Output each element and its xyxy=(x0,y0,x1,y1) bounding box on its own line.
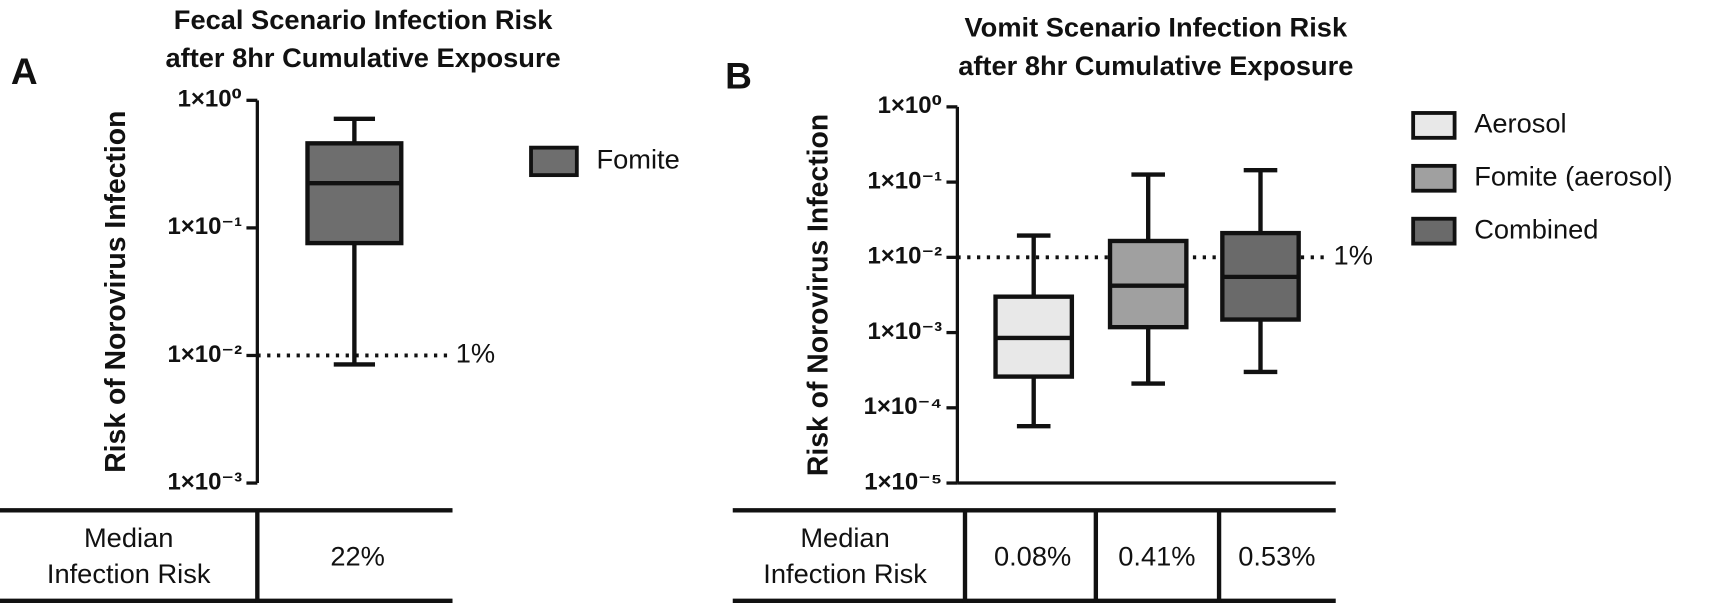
table-cell: 0.41% xyxy=(1118,540,1195,571)
chart-title: after 8hr Cumulative Exposure xyxy=(165,42,560,73)
legend-swatch xyxy=(1411,216,1457,246)
chart-title: after 8hr Cumulative Exposure xyxy=(958,50,1353,81)
y-tick-label: 1×10⁻¹ xyxy=(167,213,242,240)
chart-title: Fecal Scenario Infection Risk xyxy=(174,4,553,35)
legend-label: Fomite xyxy=(596,144,679,175)
panel-label: B xyxy=(725,54,752,96)
reference-label: 1% xyxy=(1334,240,1373,271)
panel-label: A xyxy=(11,50,38,92)
chart-title: Vomit Scenario Infection Risk xyxy=(965,12,1348,43)
table-row-label: Median xyxy=(800,522,889,553)
y-tick-label: 1×10⁰ xyxy=(878,92,943,119)
legend-label: Fomite (aerosol) xyxy=(1474,160,1672,191)
table-cell: 0.08% xyxy=(994,540,1071,571)
y-tick-label: 1×10⁻² xyxy=(167,341,242,368)
y-tick-label: 1×10⁻³ xyxy=(167,468,242,495)
legend-label: Combined xyxy=(1474,213,1598,244)
y-axis-label: Risk of Norovirus Infection xyxy=(100,111,132,473)
y-tick-label: 1×10⁻³ xyxy=(867,318,942,345)
figure-body: A Fecal Scenario Infection Risk after 8hr … xyxy=(0,4,1673,603)
y-tick-label: 1×10⁻² xyxy=(867,243,942,270)
y-axis-label: Risk of Norovirus Infection xyxy=(802,114,834,476)
legend-swatch xyxy=(529,145,579,178)
y-tick-label: 1×10⁰ xyxy=(178,86,243,113)
legend-swatch xyxy=(1411,111,1457,140)
y-tick-label: 1×10⁻¹ xyxy=(867,167,942,194)
legend-label: Aerosol xyxy=(1474,108,1566,139)
box xyxy=(305,141,404,246)
table-row-label: Infection Risk xyxy=(763,558,927,589)
table-cell: 22% xyxy=(330,540,385,571)
table-row-label: Infection Risk xyxy=(47,558,211,589)
legend-swatch xyxy=(1411,163,1457,193)
y-tick-label: 1×10⁻⁴ xyxy=(864,393,943,420)
table-row-label: Median xyxy=(84,522,173,553)
table-cell: 0.53% xyxy=(1238,540,1315,571)
y-tick-label: 1×10⁻⁵ xyxy=(864,468,942,495)
reference-label: 1% xyxy=(456,338,495,369)
